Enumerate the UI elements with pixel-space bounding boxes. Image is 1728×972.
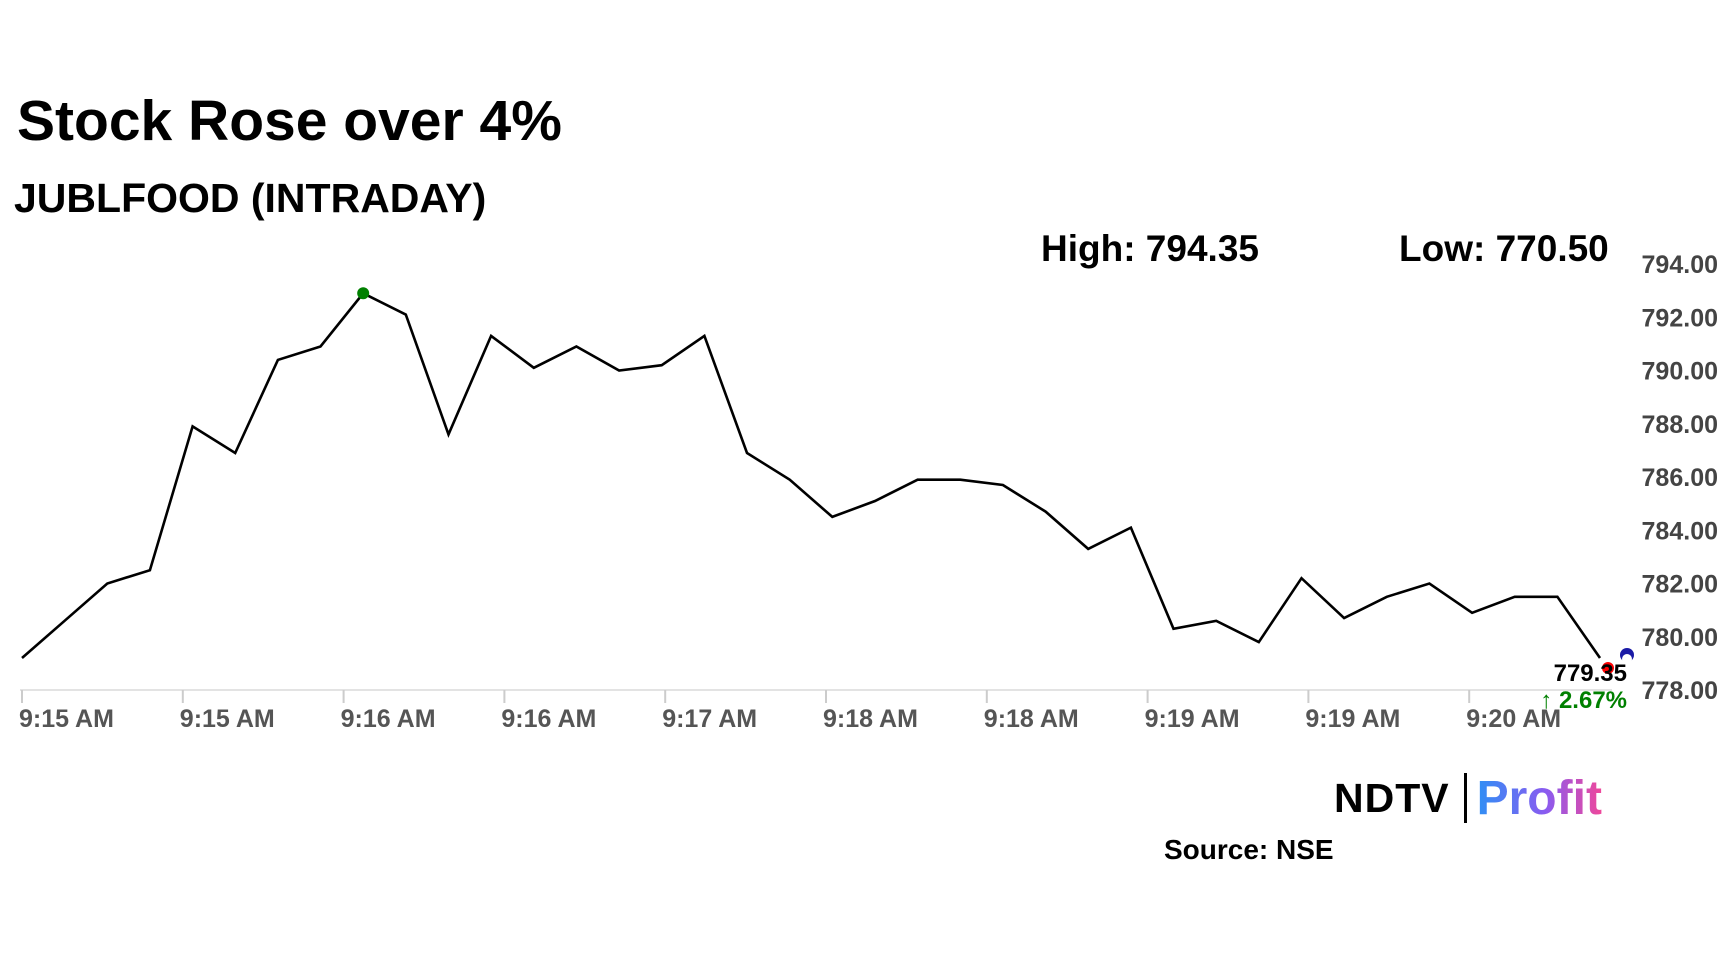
x-tick-label: 9:19 AM: [1145, 705, 1240, 733]
high-point-marker: [357, 287, 370, 300]
y-tick-label: 792.00: [1642, 304, 1718, 332]
chart-title: Stock Rose over 4%: [17, 89, 562, 153]
change-percent-label: ↑ 2.67%: [1540, 687, 1627, 714]
high-value: High: 794.35: [1041, 228, 1259, 269]
brand-divider: [1463, 773, 1467, 823]
x-tick-label: 9:16 AM: [341, 705, 436, 733]
ndtv-profit-logo: NDTV Profit: [1334, 770, 1602, 826]
x-tick-label: 9:18 AM: [823, 705, 918, 733]
y-tick-label: 786.00: [1642, 464, 1718, 492]
brand-profit: Profit: [1476, 771, 1602, 825]
y-tick-label: 788.00: [1642, 411, 1718, 439]
y-tick-label: 790.00: [1642, 358, 1718, 386]
y-tick-label: 784.00: [1642, 517, 1718, 545]
y-tick-label: 782.00: [1642, 571, 1718, 599]
y-tick-label: 780.00: [1642, 624, 1718, 652]
live-indicator-cutout: [1622, 654, 1632, 664]
x-tick-label: 9:15 AM: [180, 705, 275, 733]
low-value: Low: 770.50: [1399, 228, 1609, 269]
source-note: Source: NSE: [1164, 834, 1334, 865]
y-tick-label: 778.00: [1642, 677, 1718, 705]
x-tick-label: 9:15 AM: [19, 705, 114, 733]
brand-ndtv: NDTV: [1334, 774, 1450, 821]
last-point-marker: [1602, 662, 1614, 675]
chart-subtitle: JUBLFOOD (INTRADAY): [14, 175, 487, 221]
x-tick-label: 9:20 AM: [1466, 705, 1561, 733]
price-series-line: [21, 291, 1602, 659]
y-tick-label: 794.00: [1642, 251, 1718, 279]
last-price-label: 779.35: [1554, 660, 1627, 687]
x-tick-label: 9:18 AM: [984, 705, 1079, 733]
x-tick-label: 9:19 AM: [1305, 705, 1400, 733]
x-tick-label: 9:16 AM: [501, 705, 596, 733]
x-tick-label: 9:17 AM: [662, 705, 757, 733]
